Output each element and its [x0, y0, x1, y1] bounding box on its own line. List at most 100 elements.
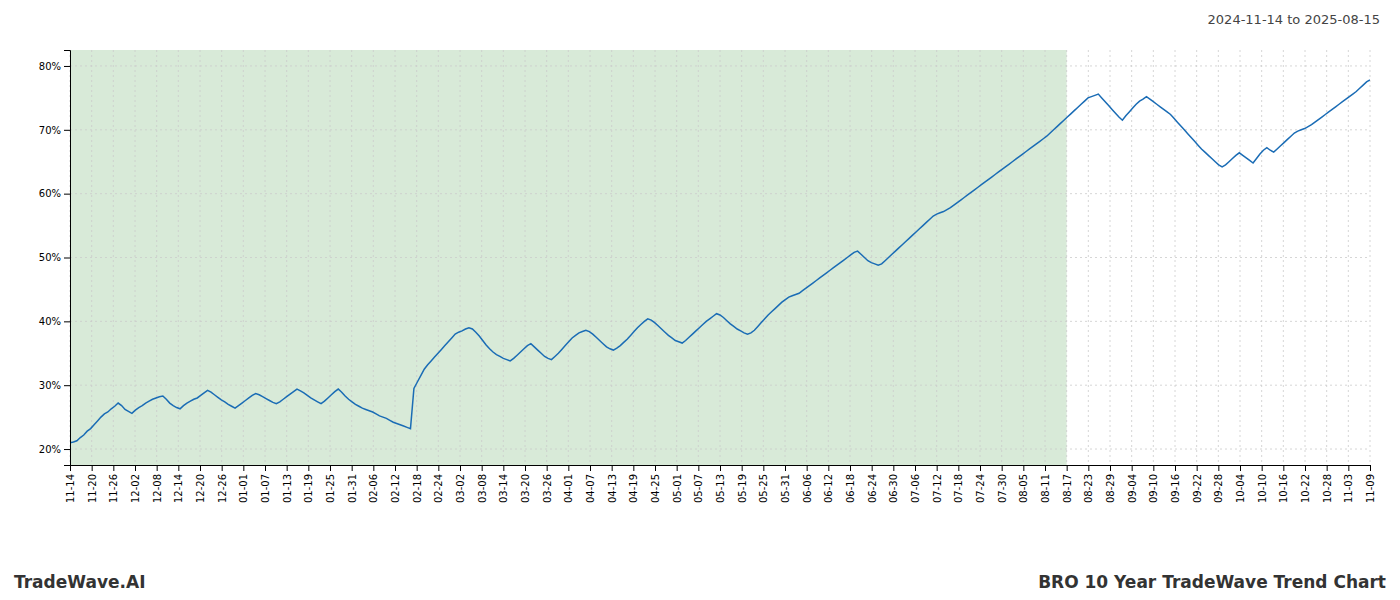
tick-label: 04-07: [585, 474, 596, 503]
tick-label: 01-07: [260, 474, 271, 503]
tick: 20%: [39, 444, 70, 455]
tick-mark: [64, 385, 70, 386]
tick-mark: [417, 465, 418, 471]
tick: 09-04: [1127, 465, 1138, 503]
grid-line: [178, 50, 179, 465]
grid-line: [460, 50, 461, 465]
tick-label: 03-08: [477, 474, 488, 503]
tick-mark: [1132, 465, 1133, 471]
grid-line: [525, 50, 526, 465]
tick-mark: [200, 465, 201, 471]
tick-mark: [135, 465, 136, 471]
tick-mark: [828, 465, 829, 471]
tick-mark: [64, 258, 70, 259]
tick-mark: [1218, 465, 1219, 471]
tick: 08-17: [1062, 465, 1073, 503]
tick: 11-20: [87, 465, 98, 503]
grid-line: [416, 50, 417, 465]
tick-mark: [850, 465, 851, 471]
tick: 01-01: [238, 465, 249, 503]
tick-mark: [113, 465, 114, 471]
grid-line: [633, 50, 634, 465]
tick-label: 08-29: [1105, 474, 1116, 503]
tick: 03-20: [520, 465, 531, 503]
tick-mark: [612, 465, 613, 471]
x-axis: 11-1411-2011-2612-0212-0812-1412-2012-26…: [65, 465, 1376, 503]
tick: 06-18: [845, 465, 856, 503]
tick: 07-12: [932, 465, 943, 503]
tick: 40%: [39, 316, 70, 327]
tick-label: 50%: [39, 252, 61, 263]
tick-label: 10-16: [1278, 474, 1289, 503]
tick-label: 12-08: [152, 474, 163, 503]
grid-line: [1240, 50, 1241, 465]
tick: 12-14: [173, 465, 184, 503]
tick: 01-25: [325, 465, 336, 503]
tick: 08-05: [1018, 465, 1029, 503]
grid-line: [698, 50, 699, 465]
tick-mark: [872, 465, 873, 471]
tick: 12-26: [217, 465, 228, 503]
tick-mark: [568, 465, 569, 471]
tick-label: 11-14: [65, 474, 76, 503]
grid-line: [395, 50, 396, 465]
tick-mark: [482, 465, 483, 471]
tick-label: 01-13: [282, 474, 293, 503]
tick-mark: [655, 465, 656, 471]
tick-label: 11-20: [87, 474, 98, 503]
tick-mark: [742, 465, 743, 471]
tick-label: 12-14: [173, 474, 184, 503]
tick: 60%: [39, 188, 70, 199]
tick: 05-31: [780, 465, 791, 503]
tick: 10-10: [1257, 465, 1268, 503]
tick-mark: [915, 465, 916, 471]
tick-mark: [503, 465, 504, 471]
marks: [70, 50, 1067, 465]
tick: 08-11: [1040, 465, 1051, 503]
tick: 09-28: [1213, 465, 1224, 503]
subtitle: 2024-11-14 to 2025-08-15: [1208, 12, 1380, 27]
tick-mark: [1110, 465, 1111, 471]
tick-mark: [243, 465, 244, 471]
grid-line: [958, 50, 959, 465]
grid-line: [1326, 50, 1327, 465]
grid-line: [980, 50, 981, 465]
tick: 03-14: [498, 465, 509, 503]
grid-line: [221, 50, 222, 465]
grid-line: [676, 50, 677, 465]
tick-label: 05-19: [737, 474, 748, 503]
tick-label: 10-10: [1257, 474, 1268, 503]
grid-line: [286, 50, 287, 465]
tick-mark: [763, 465, 764, 471]
tick: 06-06: [802, 465, 813, 503]
tick-label: 10-04: [1235, 474, 1246, 503]
tick-mark: [395, 465, 396, 471]
tick-mark: [1197, 465, 1198, 471]
grid-line: [265, 50, 266, 465]
tick-mark: [1023, 465, 1024, 471]
grid-line: [568, 50, 569, 465]
tick-mark: [785, 465, 786, 471]
tick: 09-10: [1148, 465, 1159, 503]
grid-line: [806, 50, 807, 465]
tick-mark: [1045, 465, 1046, 471]
tick-mark: [308, 465, 309, 471]
grid-line: [481, 50, 482, 465]
tick-mark: [64, 194, 70, 195]
grid-line: [91, 50, 92, 465]
tick-mark: [222, 465, 223, 471]
tick: 05-13: [715, 465, 726, 503]
tick-label: 12-02: [130, 474, 141, 503]
tick: 10-04: [1235, 465, 1246, 503]
grid-line: [785, 50, 786, 465]
tick: 07-06: [910, 465, 921, 503]
tick-mark: [1327, 465, 1328, 471]
grid-line: [200, 50, 201, 465]
grid-line: [113, 50, 114, 465]
grid-line: [330, 50, 331, 465]
tick-label: 12-20: [195, 474, 206, 503]
chart: 11-1411-2011-2612-0212-0812-1412-2012-26…: [0, 0, 1400, 600]
tick-label: 03-26: [542, 474, 553, 503]
grid-line: [70, 449, 1370, 450]
grid-line: [828, 50, 829, 465]
